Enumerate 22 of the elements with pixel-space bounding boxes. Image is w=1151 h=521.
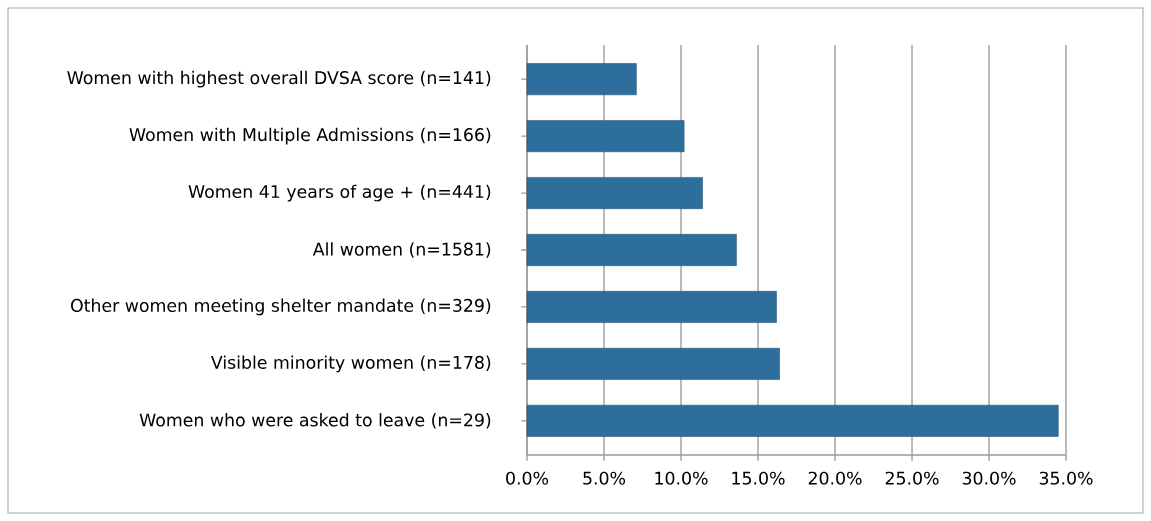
y-tick-label: Women who were asked to leave (n=29) — [139, 413, 491, 429]
x-tick-label: 0.0% — [506, 471, 549, 485]
y-tick-label: Women with highest overall DVSA score (n=141) — [67, 70, 491, 88]
y-tick-label: Other women meeting shelter mandate (n=329) — [71, 298, 491, 316]
bar — [526, 291, 777, 323]
x-tick-label: 35.0% — [1039, 471, 1093, 485]
y-tick-label: Visible minority women (n=178) — [210, 355, 491, 373]
x-tick-label: 15.0% — [732, 471, 785, 485]
x-tick-label: 20.0% — [808, 471, 862, 485]
x-tick-label: 10.0% — [655, 471, 708, 485]
bar — [526, 404, 1059, 437]
x-tick-label: 25.0% — [885, 471, 939, 485]
y-tick-label: Women with Multiple Admissions (n=166) — [129, 127, 491, 145]
bar — [526, 347, 780, 380]
bar — [526, 177, 703, 209]
x-tick-label: 5.0% — [583, 471, 626, 485]
x-tick-label: 30.0% — [962, 471, 1016, 485]
y-tick-label: Women 41 years of age + (n=441) — [188, 184, 491, 202]
bar — [526, 63, 637, 96]
y-tick-label: All women (n=1581) — [312, 242, 491, 258]
bar — [526, 120, 685, 153]
bar — [526, 234, 737, 266]
